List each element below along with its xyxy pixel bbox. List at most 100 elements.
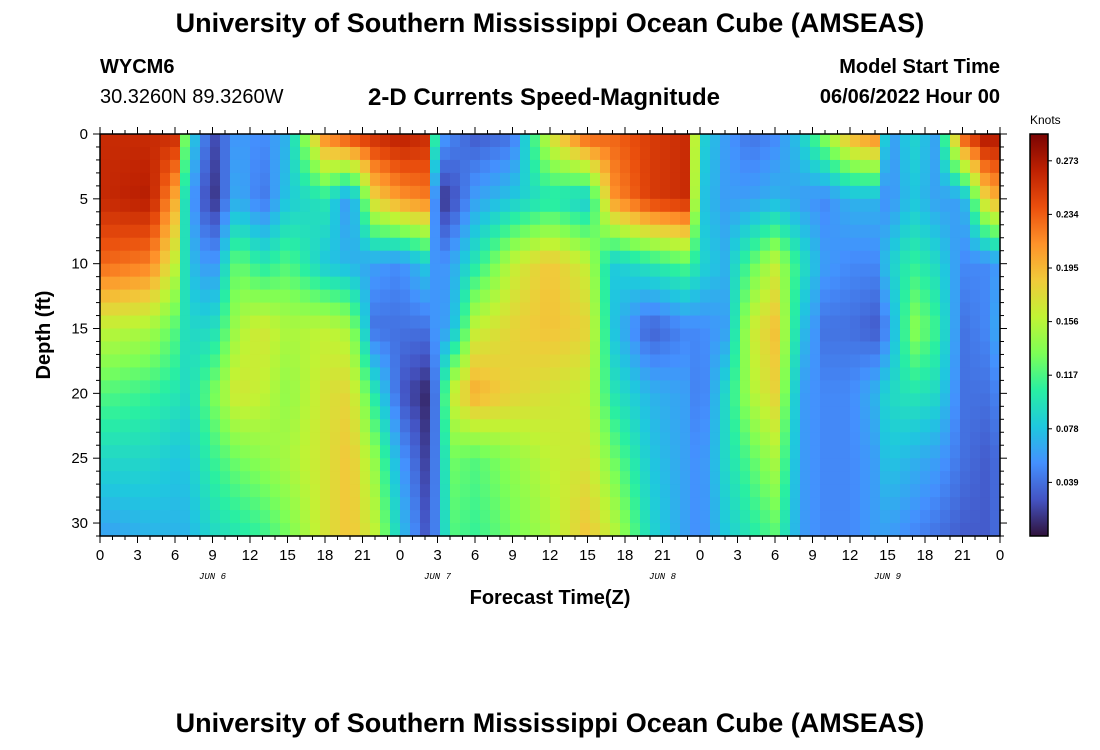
heatmap-cell (120, 406, 131, 420)
heatmap-cell (860, 211, 871, 226)
heatmap-cell (110, 315, 121, 330)
heatmap-cell (160, 354, 171, 369)
heatmap-cell (910, 523, 921, 537)
heatmap-cell (180, 263, 191, 278)
heatmap-cell (890, 224, 901, 239)
heatmap-cell (640, 328, 651, 343)
heatmap-cell (320, 146, 331, 161)
heatmap-cell (870, 224, 881, 239)
heatmap-cell (390, 367, 401, 381)
heatmap-cell (440, 237, 451, 252)
heatmap-cell (800, 367, 811, 381)
heatmap-cell (780, 185, 791, 200)
heatmap-cell (110, 497, 121, 511)
heatmap-cell (280, 432, 291, 446)
heatmap-cell (690, 237, 701, 252)
heatmap-cell (700, 198, 711, 213)
heatmap-cell (270, 341, 281, 356)
heatmap-cell (500, 302, 511, 317)
heatmap-cell (580, 315, 591, 330)
heatmap-cell (430, 315, 441, 330)
x-tick-label: 3 (133, 547, 141, 564)
heatmap-cell (790, 393, 801, 407)
heatmap-cell (130, 224, 141, 239)
heatmap-cell (490, 146, 501, 161)
heatmap-cell (460, 237, 471, 252)
heatmap-cell (230, 289, 241, 304)
heatmap-cell (680, 146, 691, 161)
heatmap-cell (390, 224, 401, 239)
heatmap-cell (290, 484, 301, 498)
heatmap-cell (870, 315, 881, 330)
heatmap-cell (330, 458, 341, 472)
heatmap-cell (810, 367, 821, 381)
heatmap-cell (110, 445, 121, 459)
heatmap-cell (810, 380, 821, 394)
heatmap-cell (870, 341, 881, 356)
heatmap-cell (200, 185, 211, 200)
heatmap-cell (670, 328, 681, 343)
heatmap-cell (860, 302, 871, 317)
heatmap-cell (170, 471, 181, 485)
heatmap-cell (580, 172, 591, 187)
heatmap-cell (460, 172, 471, 187)
heatmap-cell (830, 445, 841, 459)
heatmap-cell (420, 237, 431, 252)
heatmap-cell (590, 185, 601, 200)
heatmap-cell (970, 159, 981, 174)
heatmap-cell (310, 315, 321, 330)
heatmap-cell (980, 367, 991, 381)
heatmap-cell (590, 263, 601, 278)
heatmap-cell (450, 159, 461, 174)
heatmap-cell (410, 315, 421, 330)
heatmap-cell (430, 484, 441, 498)
heatmap-cell (910, 328, 921, 343)
heatmap-cell (300, 134, 311, 148)
heatmap-cell (380, 380, 391, 394)
heatmap-cell (870, 276, 881, 291)
heatmap-cell (330, 354, 341, 369)
heatmap-cell (970, 484, 981, 498)
heatmap-cell (610, 497, 621, 511)
heatmap-cell (220, 471, 231, 485)
heatmap-cell (400, 367, 411, 381)
heatmap-cell (280, 445, 291, 459)
heatmap-cell (820, 250, 831, 265)
heatmap-cell (970, 172, 981, 187)
heatmap-cell (140, 354, 151, 369)
heatmap-cell (970, 315, 981, 330)
heatmap-cell (760, 328, 771, 343)
heatmap-cell (480, 302, 491, 317)
heatmap-cell (270, 224, 281, 239)
heatmap-cell (270, 406, 281, 420)
heatmap-cell (310, 419, 321, 433)
heatmap-cell (610, 432, 621, 446)
heatmap-cell (860, 250, 871, 265)
heatmap-cell (810, 224, 821, 239)
heatmap-cell (810, 250, 821, 265)
heatmap-cell (550, 224, 561, 239)
heatmap-cell (410, 198, 421, 213)
heatmap-cell (140, 432, 151, 446)
heatmap-cell (710, 263, 721, 278)
heatmap-cell (900, 134, 911, 148)
heatmap-cell (690, 289, 701, 304)
heatmap-cell (530, 185, 541, 200)
heatmap-cell (210, 471, 221, 485)
heatmap-cell (750, 497, 761, 511)
heatmap-cell (250, 172, 261, 187)
heatmap-cell (740, 393, 751, 407)
heatmap-cell (900, 458, 911, 472)
heatmap-cell (770, 406, 781, 420)
heatmap-cell (330, 172, 341, 187)
heatmap-cell (500, 250, 511, 265)
heatmap-cell (140, 159, 151, 174)
heatmap-cell (580, 458, 591, 472)
heatmap-cell (110, 263, 121, 278)
heatmap-cell (950, 419, 961, 433)
heatmap-cell (360, 432, 371, 446)
heatmap-cell (640, 315, 651, 330)
heatmap-cell (450, 484, 461, 498)
heatmap-cell (500, 406, 511, 420)
heatmap-cell (240, 198, 251, 213)
